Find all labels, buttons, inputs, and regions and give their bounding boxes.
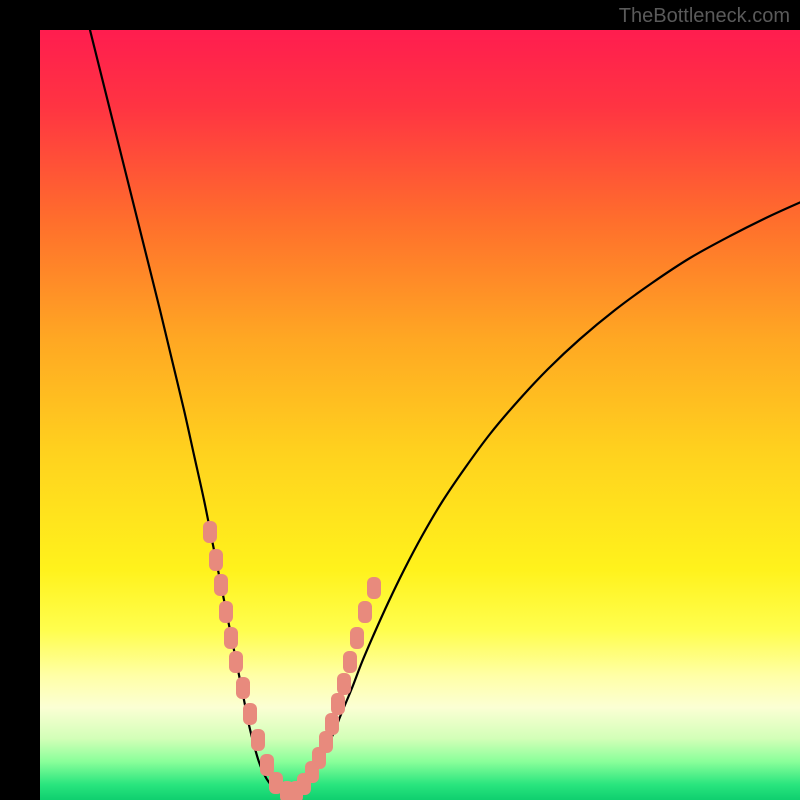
data-marker [203, 521, 217, 543]
data-marker [260, 754, 274, 776]
left-curve [85, 30, 288, 794]
markers-right-branch [289, 577, 381, 800]
data-marker [219, 601, 233, 623]
data-marker [243, 703, 257, 725]
data-marker [331, 693, 345, 715]
data-marker [337, 673, 351, 695]
plot-area [40, 30, 800, 800]
data-marker [251, 729, 265, 751]
data-marker [209, 549, 223, 571]
curves-layer [40, 30, 800, 800]
data-marker [343, 651, 357, 673]
right-curve [288, 198, 800, 794]
data-marker [350, 627, 364, 649]
data-marker [214, 574, 228, 596]
data-marker [367, 577, 381, 599]
data-marker [224, 627, 238, 649]
data-marker [325, 713, 339, 735]
data-marker [358, 601, 372, 623]
markers-left-branch [203, 521, 294, 800]
data-marker [229, 651, 243, 673]
watermark-text: TheBottleneck.com [619, 5, 790, 28]
data-marker [236, 677, 250, 699]
